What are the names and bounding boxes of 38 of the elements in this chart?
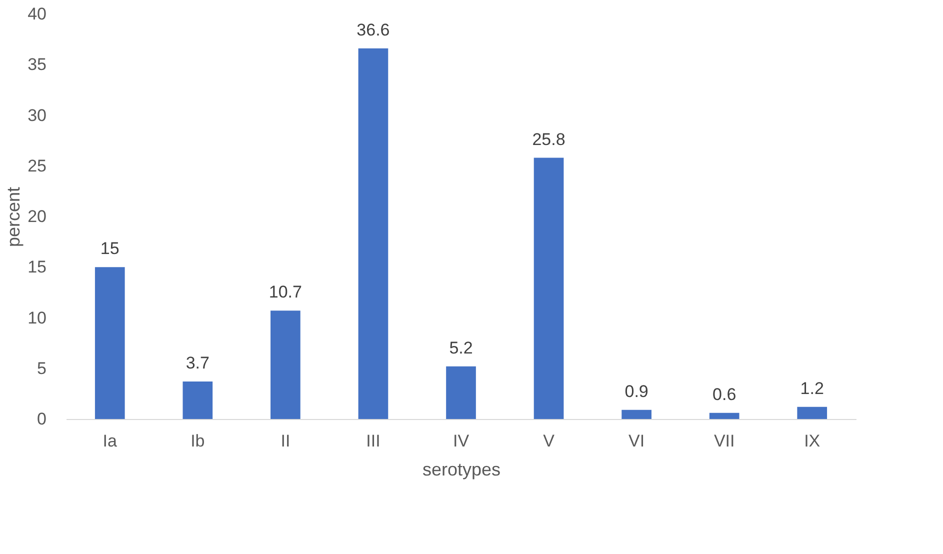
data-label: 36.6 [356,20,390,40]
x-tick-label: II [280,432,290,450]
bar [182,382,213,419]
data-label: 0.9 [624,382,648,401]
data-label: 10.7 [268,282,302,302]
data-label: 3.7 [186,354,210,373]
x-tick-label: VII [714,432,735,450]
bar [446,366,476,419]
bar [709,412,740,419]
bar [797,406,828,419]
x-tick-label: V [543,432,556,450]
bar [534,158,564,419]
x-tick-label: IX [804,432,820,450]
y-tick-label: 10 [28,308,46,328]
y-tick-label: 30 [28,106,46,125]
x-tick-label: VI [628,432,645,450]
bar [358,48,388,419]
y-tick-label: 35 [28,55,46,74]
data-label: 0.6 [712,384,736,404]
x-tick-label: Ia [102,432,118,450]
bar [94,267,125,419]
y-tick-label: 5 [37,358,46,378]
y-tick-label: 20 [28,207,46,226]
y-tick-label: 15 [28,258,46,277]
y-axis-title: percent [4,186,24,248]
y-tick-label: 25 [28,156,46,176]
x-tick-label: Ib [190,432,205,450]
x-tick-label: IV [452,432,470,450]
data-label: 15 [100,239,120,258]
x-tick-label: III [366,432,380,450]
bar [270,310,300,419]
data-label: 25.8 [532,130,566,149]
data-label: 1.2 [800,378,824,398]
x-axis-title: serotypes [422,460,501,480]
data-label: 5.2 [449,338,473,358]
y-tick-label: 0 [37,410,46,428]
bar [622,410,652,419]
y-tick-label: 40 [28,4,46,24]
